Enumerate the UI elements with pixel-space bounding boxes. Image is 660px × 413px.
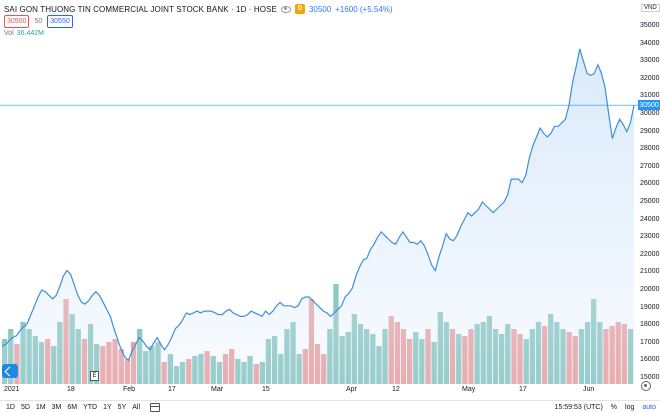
price-tick-label: 35000 (640, 22, 660, 29)
price-area (2, 48, 634, 385)
chart-legend: SAI GON THUONG TIN COMMERCIAL JOINT STOC… (4, 4, 393, 14)
time-tick-label: 12 (392, 386, 400, 393)
time-tick-label: 2021 (4, 386, 20, 393)
symbol-title[interactable]: SAI GON THUONG TIN COMMERCIAL JOINT STOC… (4, 4, 277, 14)
price-tick-label: 26000 (640, 180, 660, 188)
price-tick-label: 24000 (640, 215, 660, 223)
range-button-1m[interactable]: 1M (35, 403, 46, 411)
time-tick-label: May (462, 386, 476, 393)
range-button-3m[interactable]: 3M (51, 403, 62, 411)
price-tick-label: 31000 (640, 92, 660, 100)
price-tick-label: 16000 (640, 356, 660, 364)
price-tick-label: 17000 (640, 338, 660, 346)
range-button-5y[interactable]: 5Y (117, 403, 127, 411)
price-tick-label: 28000 (640, 145, 660, 153)
dividend-badge-icon: D (294, 4, 305, 14)
price-tick-label: 19000 (640, 303, 660, 311)
log-toggle[interactable]: log (625, 404, 635, 411)
range-button-5d[interactable]: 5D (20, 403, 30, 411)
percent-toggle[interactable]: % (610, 404, 618, 411)
time-tick-label: 17 (168, 386, 176, 393)
time-tick-label: Mar (211, 386, 224, 393)
last-price: 30500 (308, 4, 332, 14)
price-tick-label: 22000 (640, 250, 660, 258)
range-button-6m[interactable]: 6M (67, 403, 78, 411)
order-panel: 30500 50 30550 (4, 15, 73, 28)
calendar-icon[interactable] (150, 402, 161, 412)
last-price-tag: 30500 (638, 100, 660, 111)
time-tick-label: Jun (583, 386, 595, 393)
time-tick-label: 18 (67, 386, 75, 393)
time-tick-label: 17 (519, 386, 527, 393)
bottom-toolbar: 1D 5D 1M 3M 6M YTD 1Y 5Y All 15:59:53 (UTC) % lo… (0, 400, 660, 413)
price-tick-label: 33000 (640, 57, 660, 65)
eye-icon[interactable] (280, 5, 291, 13)
auto-toggle[interactable]: auto (642, 404, 656, 411)
earnings-marker-icon[interactable]: E (90, 371, 99, 381)
price-tick-label: 34000 (640, 39, 660, 47)
price-tick-label: 32000 (640, 74, 660, 82)
price-tick-label: 25000 (640, 198, 660, 205)
buy-button[interactable]: 30550 (47, 15, 73, 28)
timezone-label[interactable]: 15:59:53 (UTC) (554, 404, 603, 411)
price-tick-label: 30000 (640, 110, 660, 117)
price-tick-label: 29000 (640, 127, 660, 135)
price-tick-label: 18000 (640, 321, 660, 329)
volume-legend: Vol 36.442M (4, 30, 44, 37)
range-button-1y[interactable]: 1Y (103, 403, 112, 411)
range-button-all[interactable]: All (132, 403, 141, 411)
price-tick-label: 23000 (640, 233, 660, 241)
price-tick-label: 21000 (640, 268, 660, 276)
scroll-to-realtime-icon[interactable] (2, 364, 18, 378)
price-change: +1600 (+5.54%) (335, 4, 393, 14)
gear-icon[interactable] (641, 381, 651, 391)
spread-value: 50 (34, 18, 43, 25)
scale-controls: 15:59:53 (UTC) % log auto (555, 401, 656, 413)
range-selector: 1D 5D 1M 3M 6M YTD 1Y 5Y All (0, 404, 140, 411)
time-tick-label: Feb (123, 386, 136, 393)
currency-label[interactable]: VND (641, 4, 660, 12)
volume-value: 36.442M (16, 30, 44, 37)
time-tick-label: 15 (262, 386, 270, 393)
time-tick-label: Apr (346, 386, 357, 393)
price-tick-label: 27000 (640, 162, 660, 170)
range-button-ytd[interactable]: YTD (83, 403, 98, 411)
range-button-1d[interactable]: 1D (6, 403, 15, 411)
volume-label: Vol (4, 30, 14, 37)
price-tick-label: 20000 (640, 286, 660, 293)
sell-button[interactable]: 30500 (4, 15, 30, 28)
price-tick-label: 15000 (640, 374, 660, 381)
price-line (1, 48, 635, 362)
